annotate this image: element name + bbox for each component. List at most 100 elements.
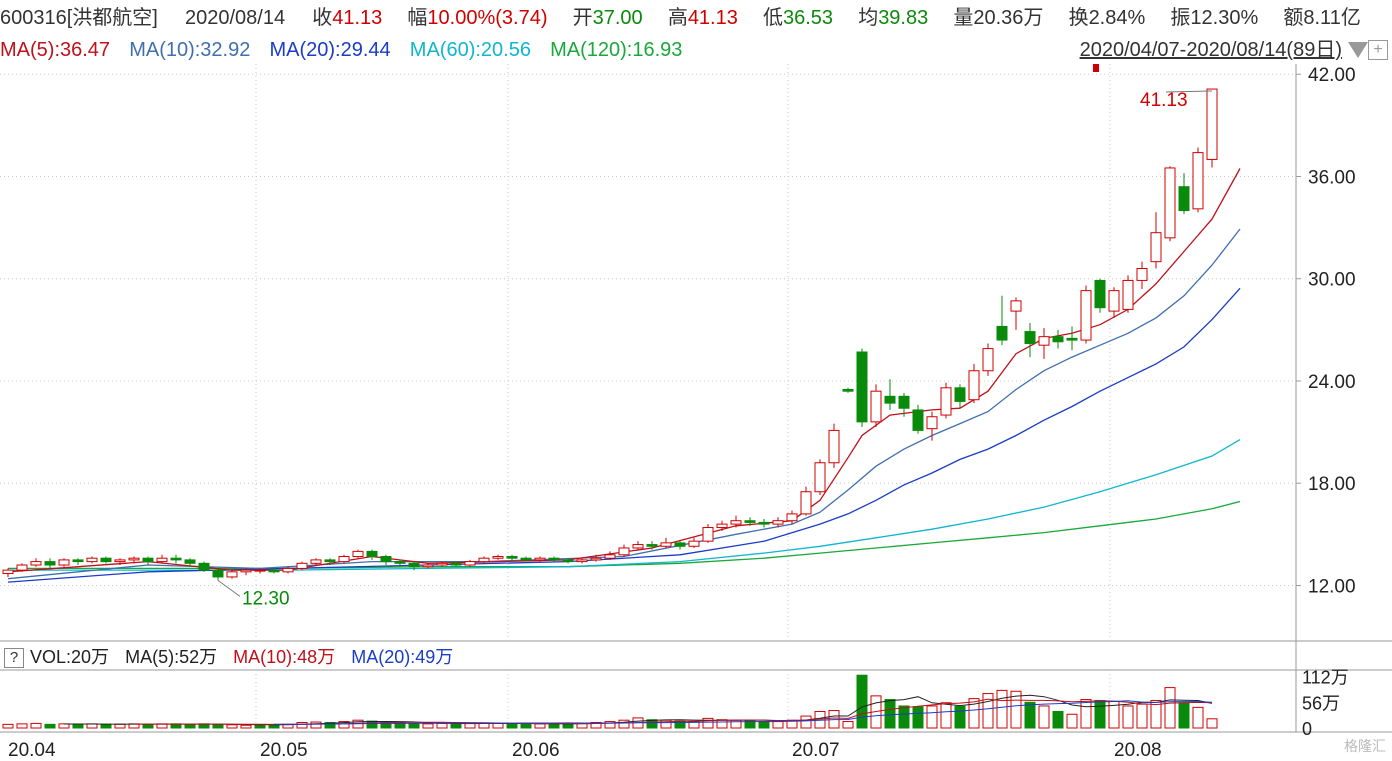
date-range-selector[interactable]: 2020/04/07-2020/08/14(89日) [1079, 39, 1342, 61]
volume-bar [1192, 706, 1204, 729]
candle-body [128, 557, 140, 561]
y-tick-label: 36.00 [1308, 167, 1356, 188]
volume-bar [296, 721, 308, 729]
ma5-line [7, 168, 1241, 573]
volume-bar [548, 723, 560, 729]
candle-body [744, 520, 756, 523]
x-tick-label: 20.08 [1114, 740, 1162, 761]
candle-body [940, 387, 952, 416]
candle-body [1066, 337, 1078, 341]
vol-value: 20.36万 [973, 7, 1044, 29]
volume-bar [618, 719, 630, 729]
candle-body [786, 513, 798, 522]
candle-body [1136, 267, 1148, 281]
candle-body [870, 390, 882, 423]
candle-body [982, 348, 994, 372]
candle-body [226, 571, 238, 578]
help-icon[interactable]: ? [4, 648, 24, 669]
candle-body [828, 429, 840, 464]
candle-body [800, 491, 812, 515]
candle-body [562, 559, 574, 563]
candle-body [198, 562, 210, 571]
volume-bar [1122, 705, 1134, 729]
candle-body [366, 550, 378, 557]
candle-body [842, 388, 854, 392]
candle-body [492, 555, 504, 559]
volume-bar [44, 723, 56, 729]
volume-bar [142, 723, 154, 729]
volume-bar [534, 723, 546, 729]
candle-body [912, 409, 924, 431]
candle-body [632, 544, 644, 549]
y-tick-label: 42.00 [1308, 65, 1356, 86]
candle-body [352, 550, 364, 557]
candle-body [996, 325, 1008, 341]
candle-body [1164, 167, 1176, 239]
high-label: 高 [667, 7, 688, 29]
volume-bar [380, 721, 392, 729]
candle-body [478, 557, 490, 563]
volume-bar [954, 705, 966, 729]
volume-bar [982, 693, 994, 729]
vol-tick-label: 112万 [1302, 668, 1349, 688]
quote-date: 2020/08/14 [185, 7, 286, 29]
candle-body [16, 564, 28, 571]
vol-ma20-legend: MA(20):49万 [351, 647, 454, 667]
ma60-legend: MA(60):20.56 [409, 39, 531, 61]
candle-body [688, 540, 700, 547]
y-tick-label: 18.00 [1308, 474, 1356, 495]
candle-body [184, 559, 196, 564]
low-value: 36.53 [783, 7, 834, 29]
dropdown-triangle-icon[interactable] [1348, 42, 1368, 58]
volume-bar [2, 723, 14, 729]
volume-bar [744, 720, 756, 729]
candle-body [590, 557, 602, 561]
volume-bar [562, 723, 574, 729]
candle-body [240, 569, 252, 573]
volume-bar [758, 721, 770, 729]
volume-bar [492, 722, 504, 729]
candle-body [1192, 152, 1204, 210]
y-tick-label: 30.00 [1308, 270, 1356, 291]
volume-bar [212, 723, 224, 729]
candle-body [1024, 331, 1036, 344]
candle-body [212, 569, 224, 578]
candle-body [72, 559, 84, 563]
expand-plus-icon[interactable]: + [1368, 40, 1388, 60]
volume-bar [16, 723, 28, 729]
candle-body [1150, 232, 1162, 263]
candle-body [1038, 336, 1050, 346]
candle-body [954, 387, 966, 402]
volume-bar [716, 719, 728, 729]
vol-ma5-legend: MA(5):52万 [125, 647, 218, 667]
candle-body [674, 542, 686, 547]
candle-body [282, 567, 294, 573]
candle-body [534, 557, 546, 561]
volume-bar [450, 723, 462, 729]
volume-bar [324, 721, 336, 729]
volume-bar [856, 674, 868, 729]
amplitude-label: 振 [1170, 7, 1191, 29]
volume-bar [436, 722, 448, 729]
change-label: 幅 [407, 7, 428, 29]
ma5-legend: MA(5):36.47 [0, 39, 111, 61]
vol-tick-label: 56万 [1302, 693, 1340, 713]
volume-bar [842, 721, 854, 729]
high-value: 41.13 [687, 7, 738, 29]
x-tick-label: 20.06 [512, 740, 560, 761]
candle-body [86, 557, 98, 563]
volume-bar [604, 721, 616, 729]
volume-bar [1136, 703, 1148, 729]
candle-body [254, 569, 266, 572]
stock-name[interactable]: [洪都航空] [66, 7, 158, 29]
volume-bar [1094, 699, 1106, 729]
close-value: 41.13 [332, 7, 383, 29]
stock-code[interactable]: 600316 [0, 7, 67, 29]
volume-bar [996, 689, 1008, 729]
candle-body [100, 557, 112, 563]
ma120-line [8, 500, 1241, 570]
volume-bar [408, 722, 420, 729]
candle-body [1080, 290, 1092, 341]
candle-body [968, 370, 980, 401]
